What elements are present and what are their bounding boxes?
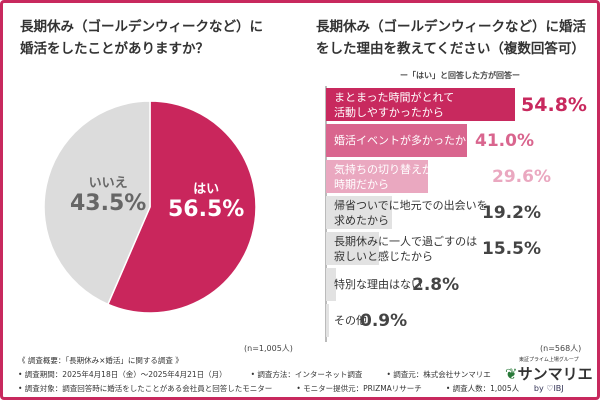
bar-label: 長期休みに一人で過ごすのは 寂しいと感じたから	[334, 234, 478, 263]
left-title: 長期休み（ゴールデンウィークなど）に 婚活をしたことがありますか？	[20, 16, 263, 60]
bar-label: まとまった時間がとれて 活動しやすかったから	[334, 90, 455, 119]
bar-label: 特別な理由はない	[334, 278, 422, 291]
logo-name: サンマリエ	[517, 365, 593, 383]
left-title-line1: 長期休み（ゴールデンウィークなど）に	[20, 19, 263, 35]
footer-source: • 調査元：株式会社サンマリエ	[386, 370, 491, 379]
bar-value: 2.8%	[412, 274, 460, 295]
pie-label-no: いいえ 43.5%	[70, 172, 146, 216]
leaf-icon: ❦	[505, 365, 518, 383]
pie-slice-no	[43, 100, 151, 306]
bar	[326, 232, 380, 265]
bar-label: 婚活イベントが多かったから	[334, 134, 477, 147]
bar	[326, 88, 516, 121]
bar-value: 29.6%	[492, 166, 551, 187]
bar	[326, 124, 468, 157]
pie-no-label: いいえ	[88, 176, 128, 191]
footer-method: • 調査方法：インターネット調査	[250, 370, 363, 379]
footer-heading: 《 調査概要：「長期休み×婚活」に関する調査 》	[18, 356, 183, 365]
bar	[326, 196, 393, 229]
company-logo: 東証プライム上場グループ ❦サンマリエ by ♡IBJ	[505, 356, 593, 393]
bar-value: 15.5%	[482, 238, 541, 259]
logo-by: by ♡IBJ	[533, 384, 564, 393]
bar	[326, 160, 429, 193]
bar-value: 19.2%	[482, 202, 541, 223]
bar-value: 0.9%	[360, 310, 408, 331]
footer-target: • 調査対象：調査回答時に婚活をしたことがある会社員と回答したモニター	[18, 384, 273, 393]
bar-label: 気持ちの切り替えがしやすい 時期だから	[334, 162, 477, 191]
bar-subtitle: ー「はい」と回答した方が回答ー	[400, 71, 520, 80]
pie-slice-yes	[106, 100, 257, 314]
pie-chart	[43, 100, 257, 314]
footer-row2: • 調査対象：調査回答時に婚活をしたことがある会社員と回答したモニター • モニタ…	[18, 383, 543, 394]
pie-yes-value: 56.5%	[168, 197, 245, 222]
footer-provider: • モニター提供元：PRIZMAリサーチ	[296, 384, 422, 393]
pie-no-value: 43.5%	[70, 191, 147, 216]
right-sample-size: (n=568人)	[540, 344, 582, 353]
bar	[326, 268, 336, 301]
footer-row1: • 調査期間：2025年4月18日（金）～2025年4月21日（月） • 調査方法…	[18, 369, 515, 380]
bar-label: 帰省ついでに地元での出会いを 求めたから	[334, 198, 488, 227]
right-title-line1: 長期休み（ゴールデンウィークなど）に婚活	[316, 19, 586, 35]
bar-value: 41.0%	[475, 130, 534, 151]
right-title: 長期休み（ゴールデンウィークなど）に婚活 をした理由を教えてください（複数回答可）	[316, 16, 586, 60]
left-title-line2: 婚活をしたことがありますか？	[20, 41, 209, 57]
bar-value: 54.8%	[521, 93, 587, 116]
pie-yes-label: はい	[193, 182, 220, 197]
right-title-line2: をした理由を教えてください（複数回答可）	[316, 41, 585, 57]
footer-period: • 調査期間：2025年4月18日（金）～2025年4月21日（月）	[18, 370, 227, 379]
footer-count: • 調査人数：1,005人	[445, 384, 520, 393]
bar	[326, 304, 330, 337]
pie-label-yes: はい 56.5%	[168, 178, 244, 222]
bar-label: その他	[334, 314, 367, 327]
left-sample-size: (n=1,005人)	[244, 344, 293, 353]
logo-group: 東証プライム上場グループ	[518, 357, 579, 363]
